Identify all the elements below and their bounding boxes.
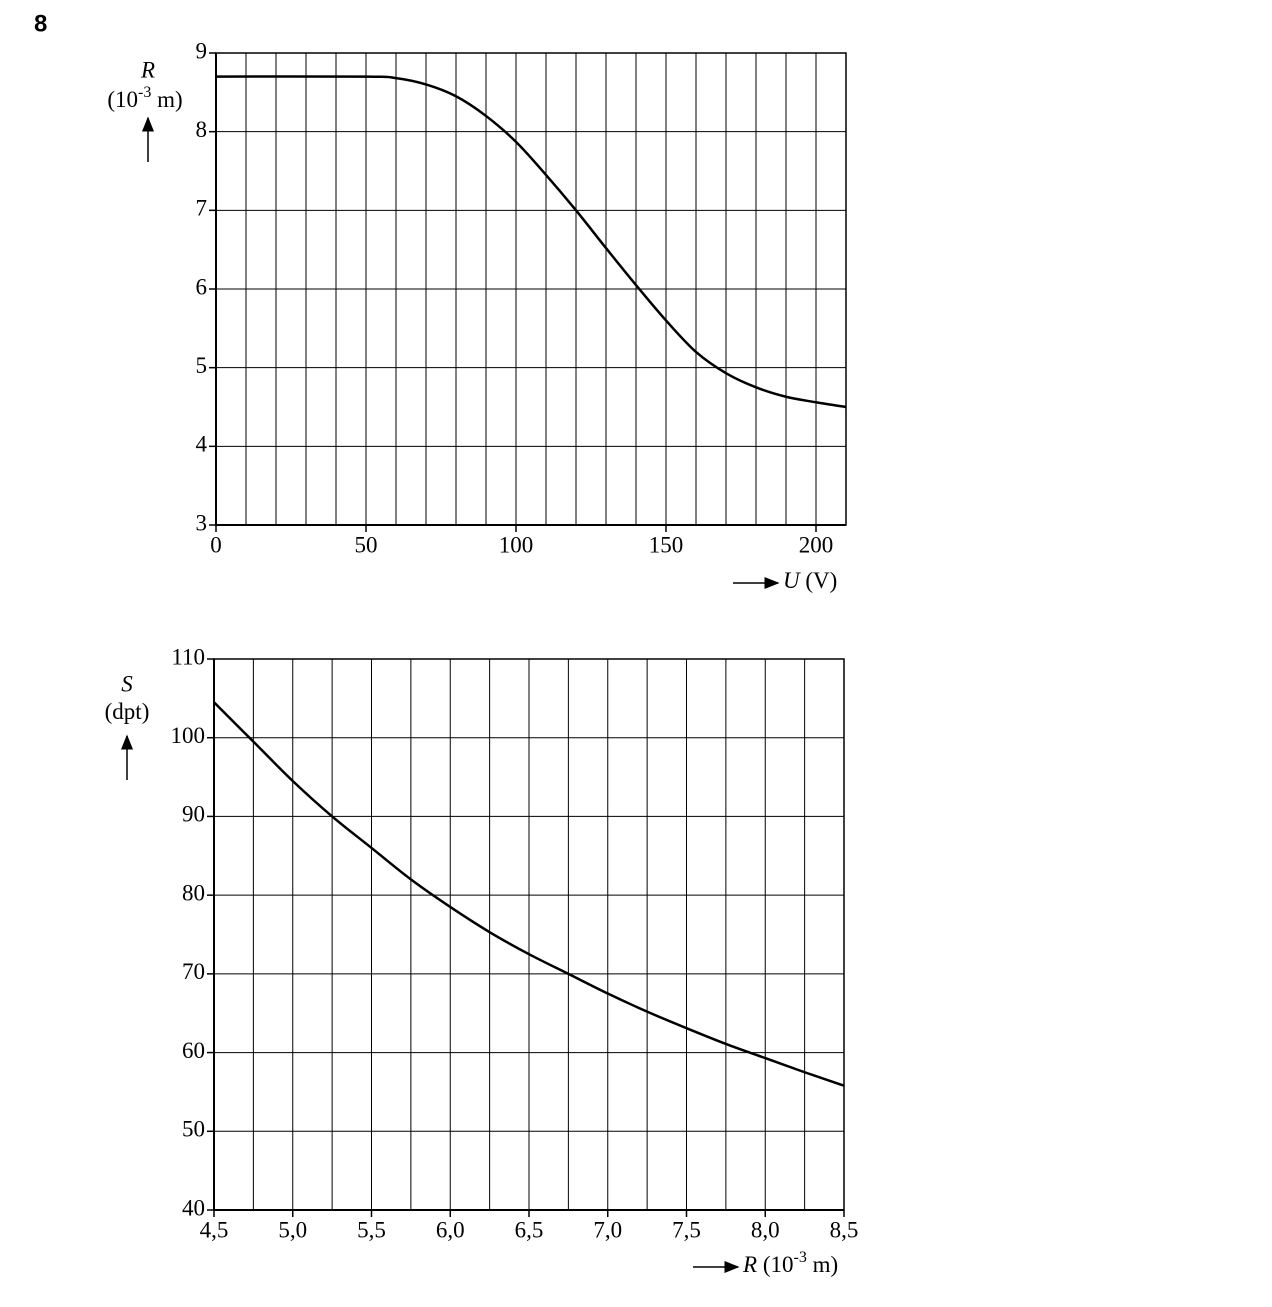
label-part: (10 [763, 1252, 794, 1277]
x-tick-label: 0 [210, 532, 222, 557]
label-part: m) [807, 1252, 838, 1277]
y-axis-unit: (10-3 m) [107, 84, 182, 112]
x-tick-label: 8,5 [830, 1217, 859, 1242]
label-part: m) [151, 87, 182, 112]
y-tick-label: 9 [196, 38, 208, 63]
curve [215, 75, 847, 409]
y-tick-label: 90 [182, 802, 205, 827]
x-tick-label: 6,5 [515, 1217, 544, 1242]
y-tick-label: 3 [196, 510, 208, 535]
y-axis-label: S [121, 671, 133, 696]
x-tick-label: 100 [499, 532, 534, 557]
y-tick-label: 70 [182, 959, 205, 984]
y-tick-label: 100 [171, 723, 206, 748]
y-tick-label: 110 [171, 644, 205, 669]
x-tick-label: 5,5 [357, 1217, 386, 1242]
x-tick-label: 7,0 [593, 1217, 622, 1242]
y-tick-label: 4 [196, 432, 208, 457]
x-tick-label: 6,0 [436, 1217, 465, 1242]
x-tick-label: 8,0 [751, 1217, 780, 1242]
y-axis-unit: (dpt) [105, 699, 150, 724]
x-tick-label: 150 [649, 532, 684, 557]
y-tick-label: 60 [182, 1038, 205, 1063]
label-part: -3 [138, 84, 151, 101]
y-tick-label: 8 [196, 117, 208, 142]
label-part: R [742, 1252, 757, 1277]
y-axis-label: R [140, 57, 155, 82]
label-part: (10 [107, 87, 138, 112]
label-part: (dpt) [105, 699, 150, 724]
y-tick-label: 6 [196, 274, 208, 299]
label-part: -3 [793, 1249, 806, 1266]
y-tick-label: 7 [196, 196, 208, 221]
x-tick-label: 200 [799, 532, 834, 557]
y-tick-label: 80 [182, 880, 205, 905]
y-tick-label: 50 [182, 1117, 205, 1142]
y-tick-label: 5 [196, 353, 208, 378]
x-axis-label: R (10-3 m) [742, 1249, 838, 1277]
question-number: 8 [34, 10, 47, 37]
x-tick-label: 50 [355, 532, 378, 557]
x-tick-label: 5,0 [278, 1217, 307, 1242]
x-axis-label: U (V) [783, 568, 837, 593]
curve [213, 701, 845, 1087]
x-tick-label: 4,5 [200, 1217, 229, 1242]
label-part: U [783, 568, 801, 593]
label-part: (V) [805, 568, 837, 593]
x-tick-label: 7,5 [672, 1217, 701, 1242]
y-tick-label: 40 [182, 1195, 205, 1220]
